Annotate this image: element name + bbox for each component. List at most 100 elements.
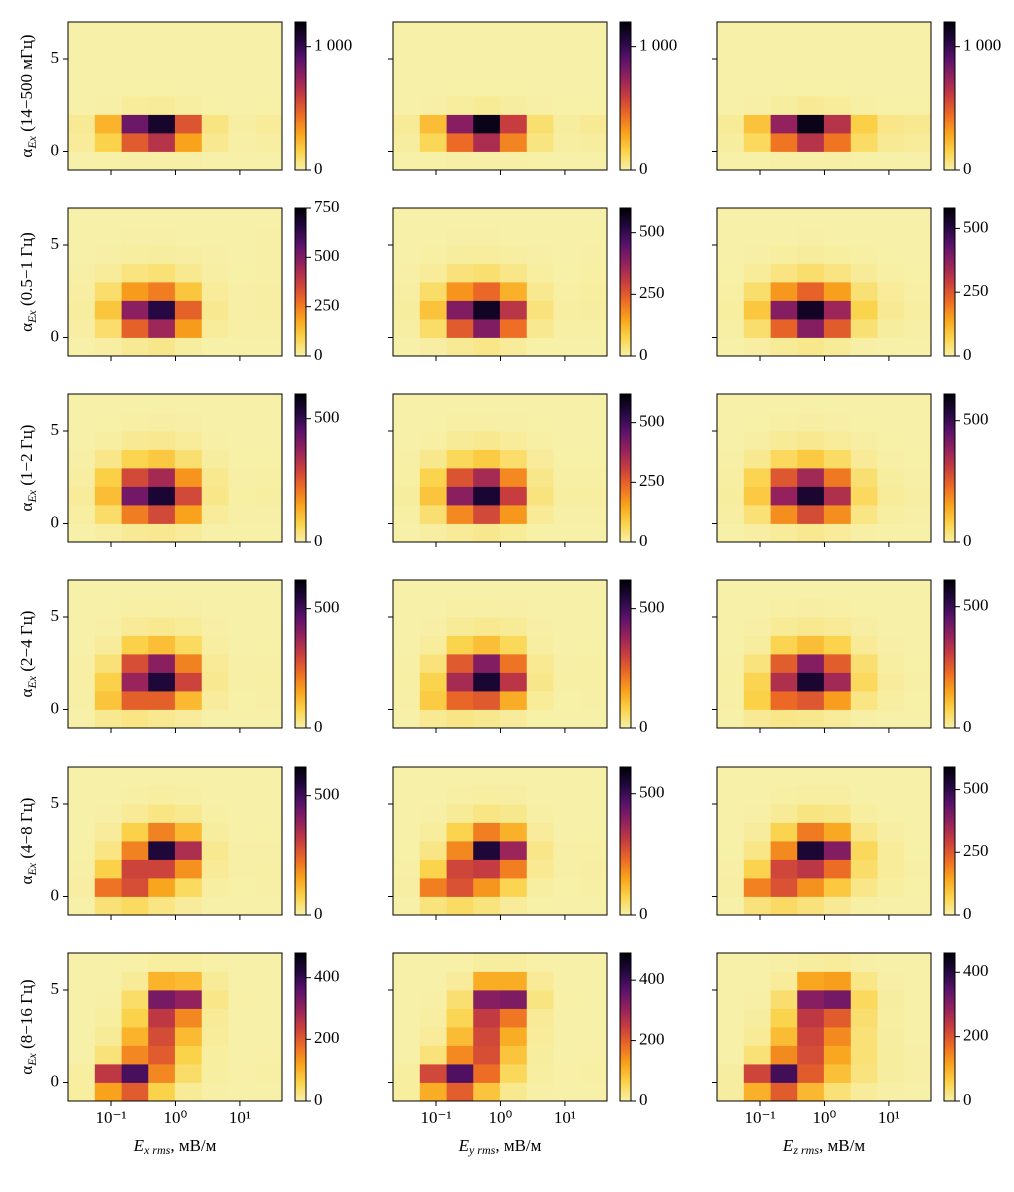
heatmap-cell — [473, 785, 501, 805]
colorbar — [619, 207, 632, 357]
heatmap-cell — [446, 953, 474, 972]
colorbar-tick-label: 0 — [314, 531, 323, 550]
heatmap-cell — [148, 580, 176, 599]
heatmap-cell — [877, 635, 905, 655]
heatmap-cell — [877, 822, 905, 842]
heatmap-cell — [121, 77, 149, 97]
heatmap-cell — [526, 40, 554, 60]
heatmap-cell — [68, 990, 96, 1009]
heatmap-cell — [255, 635, 283, 655]
heatmap-cell — [68, 785, 96, 805]
heatmap-cell — [717, 598, 745, 618]
heatmap-cell — [553, 990, 581, 1009]
heatmap-cell — [121, 580, 149, 599]
heatmap-cell — [823, 635, 852, 655]
heatmap-cell — [393, 412, 421, 432]
heatmap-cell — [393, 431, 421, 450]
heatmap-cell — [770, 598, 798, 618]
heatmap-cell — [419, 822, 448, 842]
colorbar — [619, 21, 632, 171]
heatmap-cell — [717, 96, 745, 115]
heatmap-cell — [526, 505, 554, 524]
heatmap-cell — [68, 22, 96, 41]
heatmap-cell — [553, 263, 581, 283]
colorbar-tick-label: 500 — [314, 598, 340, 617]
heatmap-cell — [823, 431, 852, 450]
heatmap-cell — [68, 878, 96, 897]
heatmap-cell — [174, 133, 203, 152]
heatmap-cell — [904, 672, 932, 692]
heatmap-cell — [446, 672, 474, 692]
heatmap-cell — [553, 468, 581, 487]
heatmap-cell — [717, 971, 745, 991]
heatmap-cell — [255, 841, 283, 860]
heatmap-cell — [68, 394, 96, 413]
heatmap-cell — [255, 767, 283, 786]
heatmap-cell — [526, 394, 554, 413]
heatmap-cell — [904, 337, 932, 357]
heatmap-cell — [770, 878, 798, 897]
heatmap-cell — [797, 245, 825, 264]
heatmap-cell — [904, 22, 932, 41]
heatmap-cell — [255, 300, 283, 320]
heatmap-cell — [121, 468, 149, 487]
heatmap-cell — [499, 878, 528, 897]
heatmap-cell — [228, 40, 256, 60]
heatmap-cell — [228, 1045, 256, 1065]
heatmap-cell — [148, 208, 176, 227]
panel: 0 5 αEx (14−500 мГц) 0 1 000 — [17, 21, 352, 178]
heatmap-cell — [148, 635, 176, 655]
heatmap-cell — [526, 990, 554, 1009]
heatmap-cell — [94, 40, 123, 60]
heatmap-cell — [255, 691, 283, 710]
heatmap-cell — [499, 226, 528, 246]
x-axis-label: Ex rms, мВ/м — [133, 1136, 217, 1157]
heatmap-cell — [228, 598, 256, 618]
heatmap-cell — [877, 449, 905, 469]
heatmap-cell — [904, 691, 932, 710]
heatmap-cell — [473, 1008, 501, 1028]
heatmap-cell — [228, 77, 256, 97]
heatmap-cell — [174, 822, 203, 842]
heatmap-cell — [553, 1008, 581, 1028]
heatmap-cell — [553, 617, 581, 636]
heatmap-cell — [499, 990, 528, 1009]
heatmap-cell — [94, 114, 123, 134]
heatmap-cell — [526, 77, 554, 97]
heatmap-cell — [770, 486, 798, 506]
heatmap-cell — [393, 151, 421, 171]
heatmap-cell — [419, 1027, 448, 1046]
heatmap-cell — [580, 580, 608, 599]
heatmap-cell — [823, 785, 852, 805]
heatmap-cell — [201, 300, 229, 320]
heatmap-cell — [850, 1027, 878, 1046]
panel: 0 250 500 — [712, 766, 989, 923]
heatmap-cell — [580, 431, 608, 450]
heatmap-cell — [823, 523, 852, 543]
heatmap-cell — [797, 449, 825, 469]
heatmap-cell — [201, 263, 229, 283]
heatmap-cell — [580, 226, 608, 246]
heatmap-cell — [473, 822, 501, 842]
heatmap-cell — [94, 1045, 123, 1065]
heatmap-cell — [94, 1064, 123, 1083]
colorbar-tick-label: 0 — [314, 904, 323, 923]
heatmap-cell — [580, 449, 608, 469]
heatmap-cell — [446, 59, 474, 78]
heatmap-cell — [797, 767, 825, 786]
heatmap-cell — [121, 1064, 149, 1083]
heatmap-cell — [121, 841, 149, 860]
heatmap-cell — [553, 654, 581, 673]
heatmap-cell — [255, 133, 283, 152]
heatmap-cell — [717, 40, 745, 60]
heatmap-cell — [743, 672, 772, 692]
heatmap-cell — [499, 319, 528, 338]
heatmap-cell — [717, 672, 745, 692]
heatmap-cell — [228, 654, 256, 673]
heatmap-cell — [419, 133, 448, 152]
heatmap-cell — [148, 449, 176, 469]
heatmap-cell — [499, 151, 528, 171]
heatmap-cell — [228, 709, 256, 729]
heatmap-cell — [797, 841, 825, 860]
y-tick-label: 0 — [51, 885, 60, 904]
